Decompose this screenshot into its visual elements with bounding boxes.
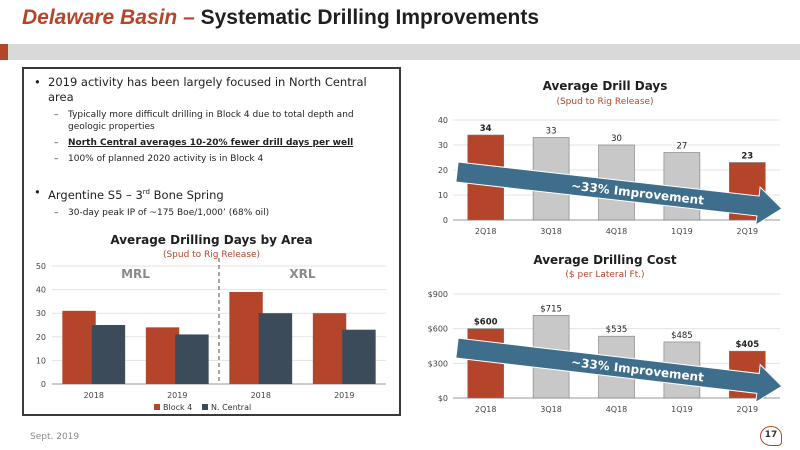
drilling-cost-chart: $0 $300 $600 $900 $600 2Q18 $715 3Q18 $535 4Q18 $4… — [428, 290, 783, 414]
data-label: 27 — [676, 142, 687, 152]
bar — [342, 329, 376, 384]
legend-label: N. Central — [211, 403, 251, 412]
bullet-2-post: Bone Spring — [149, 187, 224, 202]
bullet-1-sub-2: – North Central averages 10-20% fewer dri… — [54, 138, 354, 148]
data-label: 34 — [480, 124, 492, 134]
x-tick-label: 1Q19 — [671, 227, 693, 236]
x-tick-label: 4Q18 — [606, 227, 628, 236]
page-number: 17 — [760, 426, 782, 446]
y-tick-label: 20 — [36, 333, 46, 342]
bar — [229, 291, 263, 384]
drilling-cost-title: Average Drilling Cost — [533, 253, 677, 267]
x-tick-label: 3Q18 — [540, 227, 562, 236]
bullet-text: 30-day peak IP of ~175 Boe/1,000’ (68% o… — [68, 207, 270, 218]
bullet-1-sub-3: –100% of planned 2020 activity is in Blo… — [54, 154, 264, 164]
x-tick-label: 2019 — [334, 391, 354, 400]
x-tick-label: 2Q18 — [475, 227, 497, 236]
bullet-2-pre: Argentine S5 – 3 — [48, 187, 143, 202]
legend-label: Block 4 — [163, 403, 192, 412]
bullet-2-sup: rd — [142, 188, 150, 196]
y-tick-label: 40 — [438, 116, 448, 125]
data-label: $715 — [540, 304, 562, 314]
title-highlight: Delaware Basin – — [22, 6, 195, 29]
data-label: $535 — [606, 325, 628, 335]
y-tick-label: 30 — [36, 309, 46, 318]
y-tick-label: 0 — [443, 216, 448, 225]
x-tick-label: 2018 — [251, 391, 271, 400]
bullet-1-sub-1: – Typically more difficult drilling in Bl… — [54, 110, 354, 132]
bar — [91, 325, 126, 384]
drill-days-chart: 010203040342Q18333Q18304Q18271Q19232Q19~… — [438, 116, 783, 236]
y-tick-label: $900 — [428, 290, 448, 299]
bullet-2: Argentine S5 – 3rd Bone Spring — [34, 185, 394, 203]
bar — [62, 310, 96, 384]
x-tick-label: 2018 — [84, 391, 104, 400]
data-label: 23 — [741, 152, 753, 162]
title-rule — [0, 44, 800, 60]
y-tick-label: $0 — [438, 394, 448, 403]
improvement-arrow — [455, 161, 783, 226]
data-label: $405 — [735, 340, 759, 350]
bullet-1: 2019 activity has been largely focused i… — [34, 75, 394, 105]
data-label: $600 — [474, 318, 498, 328]
y-tick-label: 10 — [438, 191, 448, 200]
legend-swatch — [202, 404, 208, 410]
data-label: $485 — [671, 331, 693, 341]
x-tick-label: 4Q18 — [606, 405, 628, 414]
title-accent — [0, 44, 8, 60]
bullet-text: 100% of planned 2020 activity is in Bloc… — [68, 154, 264, 164]
bar — [175, 334, 209, 384]
drill-days-subtitle: (Spud to Rig Release) — [556, 97, 654, 107]
y-tick-label: 30 — [438, 141, 448, 150]
improvement-arrow — [455, 337, 783, 404]
bar — [258, 313, 293, 384]
footer-date: Sept. 2019 — [30, 432, 80, 442]
area-chart: 0 10 20 30 40 50 2018 2019 2018 2019 MRL XRL Block 4… — [36, 258, 386, 412]
x-tick-label: 2019 — [167, 391, 187, 400]
group-label: XRL — [289, 267, 315, 281]
x-tick-label: 2Q19 — [737, 405, 759, 414]
data-label: 33 — [546, 127, 557, 137]
title-rest: Systematic Drilling Improvements — [200, 6, 540, 29]
group-label: MRL — [121, 267, 150, 281]
area-chart-title: Average Drilling Days by Area — [110, 233, 313, 247]
y-tick-label: $600 — [428, 325, 448, 334]
page-title: Delaware Basin – Systematic Drilling Imp… — [22, 6, 539, 30]
y-tick-label: 20 — [438, 166, 448, 175]
bar — [312, 313, 347, 384]
y-tick-label: 50 — [36, 262, 46, 271]
data-label: 30 — [611, 134, 622, 144]
y-tick-label: $300 — [428, 359, 448, 368]
x-tick-label: 2Q18 — [475, 405, 497, 414]
drill-days-title: Average Drill Days — [542, 79, 668, 93]
bullet-2-sub-1: –30-day peak IP of ~175 Boe/1,000’ (68% … — [54, 207, 270, 218]
x-tick-label: 2Q19 — [737, 227, 759, 236]
bullet-list: 2019 activity has been largely focused i… — [34, 73, 394, 219]
y-tick-label: 0 — [41, 380, 46, 389]
legend-swatch — [154, 404, 160, 410]
drilling-cost-subtitle: ($ per Lateral Ft.) — [565, 270, 645, 280]
y-tick-label: 40 — [36, 286, 46, 295]
area-chart-subtitle: (Spud to Rig Release) — [162, 250, 261, 260]
bullet-text: North Central averages 10-20% fewer dril… — [68, 138, 354, 148]
left-panel: 2019 activity has been largely focused i… — [22, 67, 401, 416]
bullet-text: Typically more difficult drilling in Blo… — [68, 110, 354, 132]
y-tick-label: 10 — [36, 356, 46, 365]
x-tick-label: 1Q19 — [671, 405, 693, 414]
bar — [145, 327, 180, 384]
x-tick-label: 3Q18 — [540, 405, 562, 414]
